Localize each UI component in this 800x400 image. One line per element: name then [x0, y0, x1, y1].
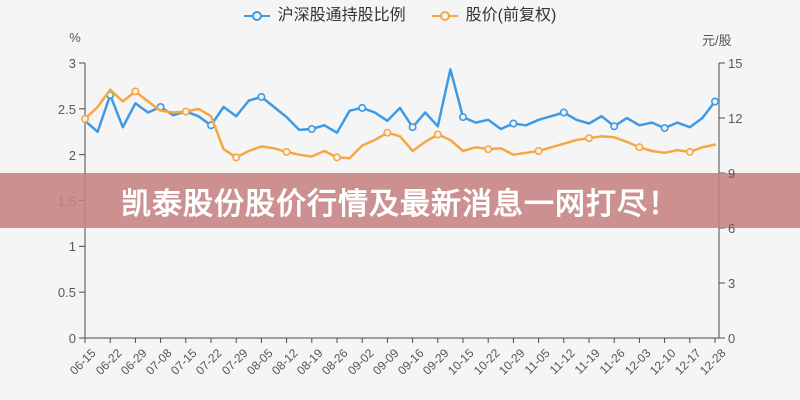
series-line-1 [83, 88, 717, 160]
headline-text: 凯泰股份股价行情及最新消息一网打尽！ [121, 187, 679, 221]
left-axis-tick-label: 1 [68, 239, 76, 255]
left-axis-tick-label: 2.5 [57, 101, 76, 117]
series-point-marker [484, 145, 493, 154]
chart-legend: 沪深股通持股比例 股价(前复权) [0, 6, 800, 26]
legend-label: 股价(前复权) [465, 7, 557, 24]
series-point-marker [408, 123, 417, 132]
series-point-marker [282, 147, 291, 156]
series-point-marker [181, 107, 190, 116]
right-axis-tick-label: 15 [728, 56, 743, 71]
right-axis-tick-label: 9 [728, 166, 736, 181]
series-point-marker [610, 122, 619, 131]
legend-line-circle-icon [243, 11, 270, 21]
left-axis-tick-label: 0 [68, 331, 76, 346]
series-point-marker [81, 114, 90, 123]
series-point-marker [232, 153, 241, 162]
legend-item-0[interactable]: 沪深股通持股比例 [243, 6, 406, 26]
series-point-marker [383, 128, 392, 137]
legend-line-circle-icon [431, 11, 458, 21]
right-axis-tick-label: 0 [728, 331, 736, 346]
left-axis-tick-label: 3 [68, 56, 76, 71]
right-axis-tick-label: 6 [728, 221, 736, 236]
legend-item-1[interactable]: 股价(前复权) [431, 6, 557, 26]
right-axis-tick-label: 12 [728, 111, 743, 126]
left-axis-tick-label: 2 [68, 147, 76, 163]
series-point-marker [509, 119, 518, 128]
series-point-marker [433, 130, 442, 139]
series-point-marker [635, 143, 644, 152]
series-point-marker [257, 92, 266, 101]
legend-label: 沪深股通持股比例 [277, 7, 406, 24]
series-point-marker [534, 147, 543, 156]
series-point-marker [307, 125, 316, 134]
series-point-marker [710, 97, 719, 106]
series-point-marker [358, 103, 367, 112]
right-axis-tick-label: 3 [728, 276, 736, 291]
series-point-marker [332, 153, 341, 162]
series-point-marker [458, 113, 467, 122]
series-point-marker [660, 124, 669, 133]
series-line-0 [83, 68, 717, 134]
series-point-marker [584, 134, 593, 143]
right-axis-unit-label: 元/股 [702, 33, 732, 48]
series-point-marker [685, 147, 694, 156]
series-point-marker [559, 108, 568, 117]
headline-banner: 凯泰股份股价行情及最新消息一网打尽！ [0, 173, 800, 228]
left-axis-unit-label: % [69, 30, 81, 45]
series-point-marker [131, 87, 140, 96]
left-axis-tick-label: 0.5 [57, 285, 76, 301]
